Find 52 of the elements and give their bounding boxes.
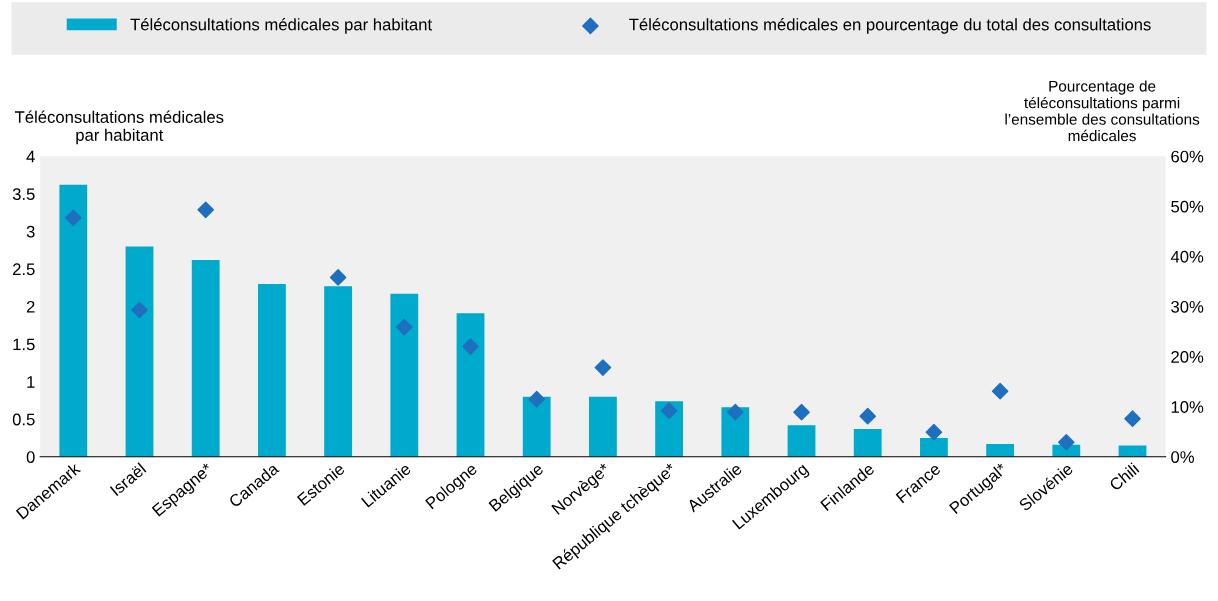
y-tick-label: 0 <box>26 451 35 463</box>
bar <box>59 184 88 457</box>
bar <box>655 401 684 457</box>
point <box>1058 433 1075 451</box>
y2-tick-label: 0% <box>1171 451 1194 463</box>
y-axis-title: Téléconsultations médicales par habitant <box>14 110 224 145</box>
y-tick-label: 1 <box>27 376 35 388</box>
y2-tick-label: 30% <box>1171 300 1204 313</box>
bar <box>324 286 352 457</box>
point <box>727 403 744 421</box>
bar <box>258 283 286 457</box>
y-tick-label: 1.5 <box>13 338 35 351</box>
bar <box>125 246 154 457</box>
y-tick-label: 2.5 <box>13 263 35 276</box>
bar <box>853 428 882 457</box>
bar <box>920 437 948 457</box>
point <box>660 402 678 419</box>
y-tick-label: 2 <box>26 300 35 313</box>
y2-tick-label: 40% <box>1170 250 1204 263</box>
point <box>925 423 943 441</box>
point <box>131 301 148 319</box>
y2-tick-label: 20% <box>1171 350 1204 363</box>
point <box>594 359 612 376</box>
point <box>991 382 1009 400</box>
bar <box>787 425 816 457</box>
point <box>1124 410 1141 427</box>
y2-tick-label: 10% <box>1171 401 1204 413</box>
point <box>197 201 215 219</box>
legend-label: Téléconsultations médicales par habitant <box>130 18 432 34</box>
point <box>462 338 479 355</box>
point <box>64 209 82 227</box>
point <box>396 318 413 336</box>
y2-axis-title: Pourcentage de téléconsultations parmi l’ensemble des consultations médicales <box>1005 80 1200 142</box>
y-tick-label: 4 <box>26 150 35 163</box>
x-tick-label: Chili <box>1108 462 1140 492</box>
point <box>329 269 347 286</box>
point <box>859 407 877 425</box>
bar <box>191 259 220 457</box>
y2-tick-label: 60% <box>1171 150 1204 163</box>
y-tick-label: 3.5 <box>12 188 35 201</box>
bar <box>589 396 617 457</box>
bar <box>522 396 551 457</box>
y2-tick-label: 50% <box>1171 200 1204 213</box>
bar <box>1118 445 1147 457</box>
y-tick-label: 0.5 <box>12 413 35 426</box>
point <box>528 390 546 408</box>
bar <box>456 313 485 457</box>
y-tick-label: 3 <box>26 225 35 238</box>
bar <box>390 293 419 457</box>
legend-label: Téléconsultations médicales en pourcentage du total des consultations <box>629 18 1151 34</box>
bar <box>986 443 1015 457</box>
point <box>793 403 810 421</box>
